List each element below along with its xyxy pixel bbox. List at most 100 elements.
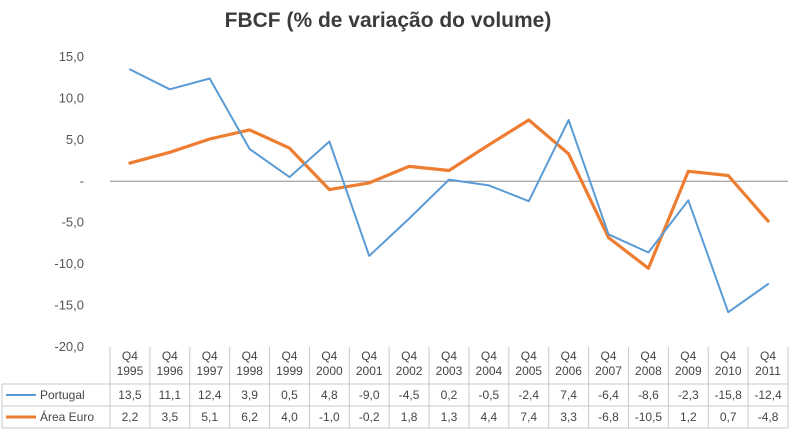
category-year: 2003 [436, 364, 463, 378]
data-cell: 1,3 [441, 410, 458, 424]
category-quarter: Q4 [680, 349, 696, 363]
category-label: Q4 1996 [156, 349, 183, 378]
category-quarter: Q4 [640, 349, 656, 363]
category-year: 2008 [635, 364, 662, 378]
y-axis: 15,0 10,0 5,0 - -5,0 -10,0 -15,0 -20,0 [54, 49, 84, 354]
data-cell: 4,4 [481, 410, 498, 424]
category-label: Q4 1995 [117, 349, 144, 378]
series-line-portugal [128, 68, 770, 314]
category-year: 1999 [276, 364, 303, 378]
category-quarter: Q4 [401, 349, 417, 363]
category-label: Q4 1998 [236, 349, 263, 378]
category-quarter: Q4 [561, 349, 577, 363]
category-quarter: Q4 [122, 349, 138, 363]
y-tick-label: -10,0 [54, 256, 84, 271]
data-cell: 2,2 [122, 410, 139, 424]
data-cell: -0,2 [359, 410, 380, 424]
category-year: 2007 [595, 364, 622, 378]
data-cell: 0,2 [441, 388, 458, 402]
category-quarter: Q4 [521, 349, 537, 363]
category-label: Q4 2000 [316, 349, 343, 378]
category-quarter: Q4 [441, 349, 457, 363]
category-label: Q4 2006 [555, 349, 582, 378]
category-label: Q4 2010 [715, 349, 742, 378]
category-label: Q4 2009 [675, 349, 702, 378]
data-cell: 5,1 [201, 410, 218, 424]
y-tick-label: - [80, 173, 84, 188]
series-lines [128, 68, 770, 314]
category-label: Q4 1999 [276, 349, 303, 378]
data-cell: -15,8 [714, 388, 742, 402]
y-tick-label: 10,0 [59, 90, 84, 105]
data-cell: 7,4 [560, 388, 577, 402]
data-cell: -9,0 [359, 388, 380, 402]
data-cell: 4,8 [321, 388, 338, 402]
data-cell: 1,8 [401, 410, 418, 424]
data-cell: -12,4 [754, 388, 782, 402]
category-year: 1995 [117, 364, 144, 378]
chart-title: FBCF (% de variação do volume) [225, 9, 552, 32]
category-year: 2011 [755, 364, 781, 378]
category-label: Q4 2002 [396, 349, 423, 378]
category-year: 1996 [156, 364, 183, 378]
category-quarter: Q4 [281, 349, 297, 363]
data-cell: 0,7 [720, 410, 737, 424]
category-year: 2001 [356, 364, 383, 378]
category-label: Q4 2005 [515, 349, 542, 378]
data-cell: -6,4 [598, 388, 619, 402]
category-label: Q4 2007 [595, 349, 622, 378]
legend-label: Portugal [40, 388, 85, 402]
category-year: 2010 [715, 364, 742, 378]
category-year: 1998 [236, 364, 263, 378]
category-quarter: Q4 [321, 349, 337, 363]
data-cell: 3,5 [161, 410, 178, 424]
category-quarter: Q4 [202, 349, 218, 363]
category-year: 2005 [515, 364, 542, 378]
category-quarter: Q4 [481, 349, 497, 363]
category-quarter: Q4 [361, 349, 377, 363]
category-quarter: Q4 [760, 349, 776, 363]
data-cell: 1,2 [680, 410, 697, 424]
category-label: Q4 2011 [755, 349, 781, 378]
data-cell: -1,0 [319, 410, 340, 424]
data-cell: 7,4 [520, 410, 537, 424]
data-cell: -6,8 [598, 410, 619, 424]
series-line-area-euro [128, 118, 770, 270]
category-quarter: Q4 [162, 349, 178, 363]
data-cell: 0,5 [281, 388, 298, 402]
category-year: 2002 [396, 364, 423, 378]
data-cell: 6,2 [241, 410, 258, 424]
data-cell: 4,0 [281, 410, 298, 424]
category-year: 2009 [675, 364, 702, 378]
category-year: 1997 [196, 364, 223, 378]
category-quarter: Q4 [720, 349, 736, 363]
category-quarter: Q4 [242, 349, 258, 363]
data-cell: -0,5 [479, 388, 500, 402]
data-cell: -8,6 [638, 388, 659, 402]
data-cell: 3,9 [241, 388, 258, 402]
data-cell: 3,3 [560, 410, 577, 424]
data-cell: -4,5 [399, 388, 420, 402]
category-quarter: Q4 [601, 349, 617, 363]
category-label: Q4 1997 [196, 349, 223, 378]
y-tick-label: -15,0 [54, 298, 84, 313]
category-label: Q4 2004 [476, 349, 503, 378]
data-cell: 12,4 [198, 388, 222, 402]
category-year: 2006 [555, 364, 582, 378]
data-cell: -10,5 [635, 410, 663, 424]
data-cell: -2,3 [678, 388, 699, 402]
legend-label: Área Euro [40, 409, 94, 424]
category-label: Q4 2001 [356, 349, 383, 378]
data-cell: -4,8 [758, 410, 779, 424]
data-cell: 11,1 [159, 388, 182, 402]
y-tick-label: -20,0 [54, 339, 84, 354]
category-year: 2004 [476, 364, 503, 378]
y-tick-label: -5,0 [62, 215, 84, 230]
y-tick-label: 15,0 [59, 49, 84, 64]
y-tick-label: 5,0 [66, 132, 84, 147]
category-label: Q4 2003 [436, 349, 463, 378]
category-year: 2000 [316, 364, 343, 378]
data-cell: -2,4 [518, 388, 539, 402]
